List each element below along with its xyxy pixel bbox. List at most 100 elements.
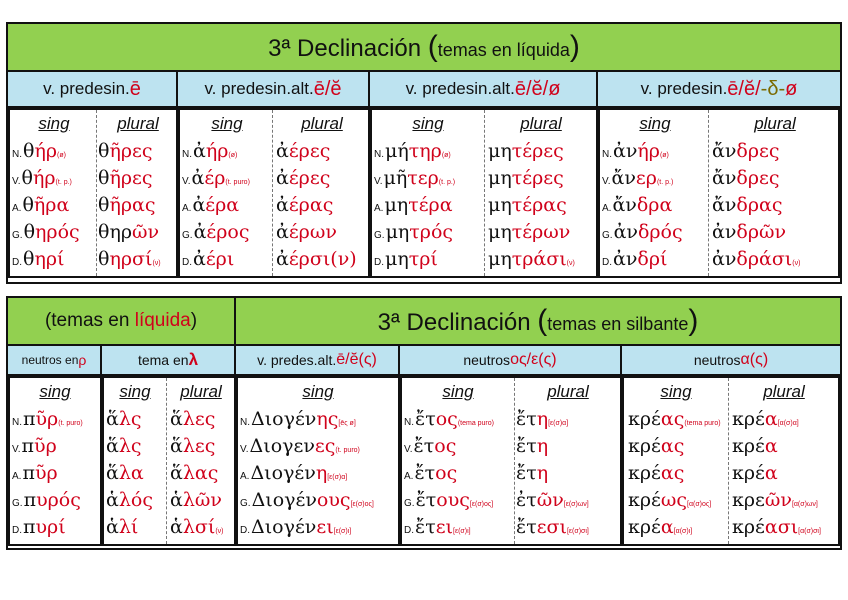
header-text: v. predesin.alt. xyxy=(204,79,314,98)
stem: ἔτ xyxy=(415,516,436,538)
stem: μη xyxy=(488,167,512,189)
ending: δρα xyxy=(636,194,673,216)
case-label: N. xyxy=(602,149,612,160)
case-label: G. xyxy=(12,230,23,241)
ending: δρί xyxy=(637,248,668,270)
note: [ε(σ)ος] xyxy=(469,501,494,508)
col-plural: plural xyxy=(763,382,805,401)
plural-form: ἐτῶν[ε(σ)ων] xyxy=(516,489,589,516)
ending: ους xyxy=(316,489,351,511)
sing-form: κρέας xyxy=(628,462,684,484)
stem: ἔτ xyxy=(413,435,435,457)
stem: κρέ xyxy=(732,462,765,484)
col-plural: plural xyxy=(301,114,343,133)
stem: ἄν xyxy=(712,194,737,216)
sing-form: D.ἀέρι xyxy=(182,248,234,274)
stem: ἁ xyxy=(106,516,119,538)
ending: ει xyxy=(435,516,454,538)
note: (ν) xyxy=(566,260,575,267)
stem: ἔτ xyxy=(415,408,436,430)
ending: ερ xyxy=(635,167,657,189)
ending: ῆρα xyxy=(33,194,70,216)
stem: ἅ xyxy=(106,462,119,484)
plural-form: ἔτεσι[ε(σ)σι] xyxy=(516,516,589,543)
sing-form: G.Διογένους[ε(σ)ος] xyxy=(240,489,374,516)
br-title-sub: temas en silbante xyxy=(547,314,689,334)
case-label: V. xyxy=(182,176,191,187)
stem: ἀ xyxy=(191,167,205,189)
bottom-header-row: neutros en ρ tema en λ v. predes.alt. ē/… xyxy=(8,346,840,376)
stem: ἀν xyxy=(613,248,638,270)
table-aner: sing plural N.ἀνήρ(ø) ἄνδρες V.ἄνερ(t. p.)… xyxy=(598,108,840,278)
stem: ἀ xyxy=(276,140,289,162)
bl-title-post: ) xyxy=(190,310,198,331)
sing-form: G.μητρός xyxy=(374,221,453,247)
divider xyxy=(484,110,485,276)
plural-form: ἀέρες xyxy=(276,140,330,162)
col-plural: plural xyxy=(180,382,222,401)
ending: υρός xyxy=(36,489,81,511)
bottom-header-3: v. predes.alt. ē/ĕ(ς) xyxy=(236,346,400,374)
stem: ἔτ xyxy=(516,516,537,538)
case-label: G. xyxy=(240,498,251,509)
case-label: N. xyxy=(12,417,22,428)
sing-form: D.Διογένει[ε(σ)ι] xyxy=(240,516,351,543)
top-header-row: v. predesin. ē v. predesin.alt. ē/ĕ v. p… xyxy=(8,72,840,108)
ending: ηρί xyxy=(34,248,65,270)
col-plural: plural xyxy=(547,382,589,401)
case-label: G. xyxy=(374,230,385,241)
case-label: G. xyxy=(404,498,415,509)
plural-form: θῆρες xyxy=(98,167,153,189)
table-kreas: sing plural κρέας(tema puro) κρέα[α(σ)α] κ… xyxy=(622,376,840,546)
ending: λσί xyxy=(182,516,216,538)
stem: ἁ xyxy=(170,489,183,511)
top-header-3: v. predesin.alt. ē/ĕ/ø xyxy=(370,72,598,106)
sing-form: κρέα[α(σ)ι] xyxy=(628,516,692,543)
col-sing: sing xyxy=(211,114,243,133)
plural-form: ἔτη[ε(σ)α] xyxy=(516,408,568,435)
stem: μη xyxy=(488,194,512,216)
ending: ηρός xyxy=(35,221,80,243)
bottom-header-4: neutros ος/ε(ς) xyxy=(400,346,622,374)
case-label: V. xyxy=(602,176,611,187)
ending: α xyxy=(660,516,674,538)
stem: ἅ xyxy=(170,408,183,430)
note: (t. p.) xyxy=(55,179,72,186)
sing-form: G.ἔτους[ε(σ)ος] xyxy=(404,489,493,516)
stem: π xyxy=(21,435,35,457)
case-label: V. xyxy=(12,176,21,187)
sing-form: κρέας(tema puro) xyxy=(628,408,721,435)
ending: έρι xyxy=(205,248,235,270)
stem: θ xyxy=(23,140,35,162)
ending: ῶν xyxy=(536,489,564,511)
plural-form: ἁλῶν xyxy=(170,489,222,511)
header-vowel: ē xyxy=(129,77,141,100)
plural-form: κρέα[α(σ)α] xyxy=(732,408,799,435)
top-title-main: 3ª Declinación xyxy=(268,35,428,62)
stem: κρέ xyxy=(628,489,661,511)
case-label: A. xyxy=(374,203,384,214)
sing-form: V.Διογενες(t. puro) xyxy=(240,435,360,462)
ending: τηρ xyxy=(408,140,442,162)
stem: ἔτ xyxy=(516,462,537,484)
note: (ν) xyxy=(152,260,161,267)
plural-form: θῆρας xyxy=(98,194,155,216)
ending: λί xyxy=(118,516,139,538)
stem: ἀ xyxy=(193,248,206,270)
col-sing: sing xyxy=(39,382,71,401)
ending: ης xyxy=(316,408,339,430)
sing-form: A.ἄνδρα xyxy=(602,194,672,220)
header-text: v. predesin. xyxy=(43,79,130,98)
ending: η xyxy=(536,462,549,484)
ending: τέρων xyxy=(511,221,571,243)
ending: ῦρ xyxy=(35,408,59,430)
br-paren-open: ( xyxy=(537,304,548,337)
col-sing: sing xyxy=(639,114,671,133)
plural-form: μητράσι(ν) xyxy=(488,248,575,275)
stem: ἅ xyxy=(170,435,183,457)
table-meter: sing plural N.μήτηρ(ø) μητέρες V.μῆτερ(t. … xyxy=(370,108,598,278)
note: (tema puro) xyxy=(457,420,494,427)
stem: κρέ xyxy=(628,516,661,538)
case-label: N. xyxy=(182,149,192,160)
plural-form: ἀέρσι(ν) xyxy=(276,248,357,270)
